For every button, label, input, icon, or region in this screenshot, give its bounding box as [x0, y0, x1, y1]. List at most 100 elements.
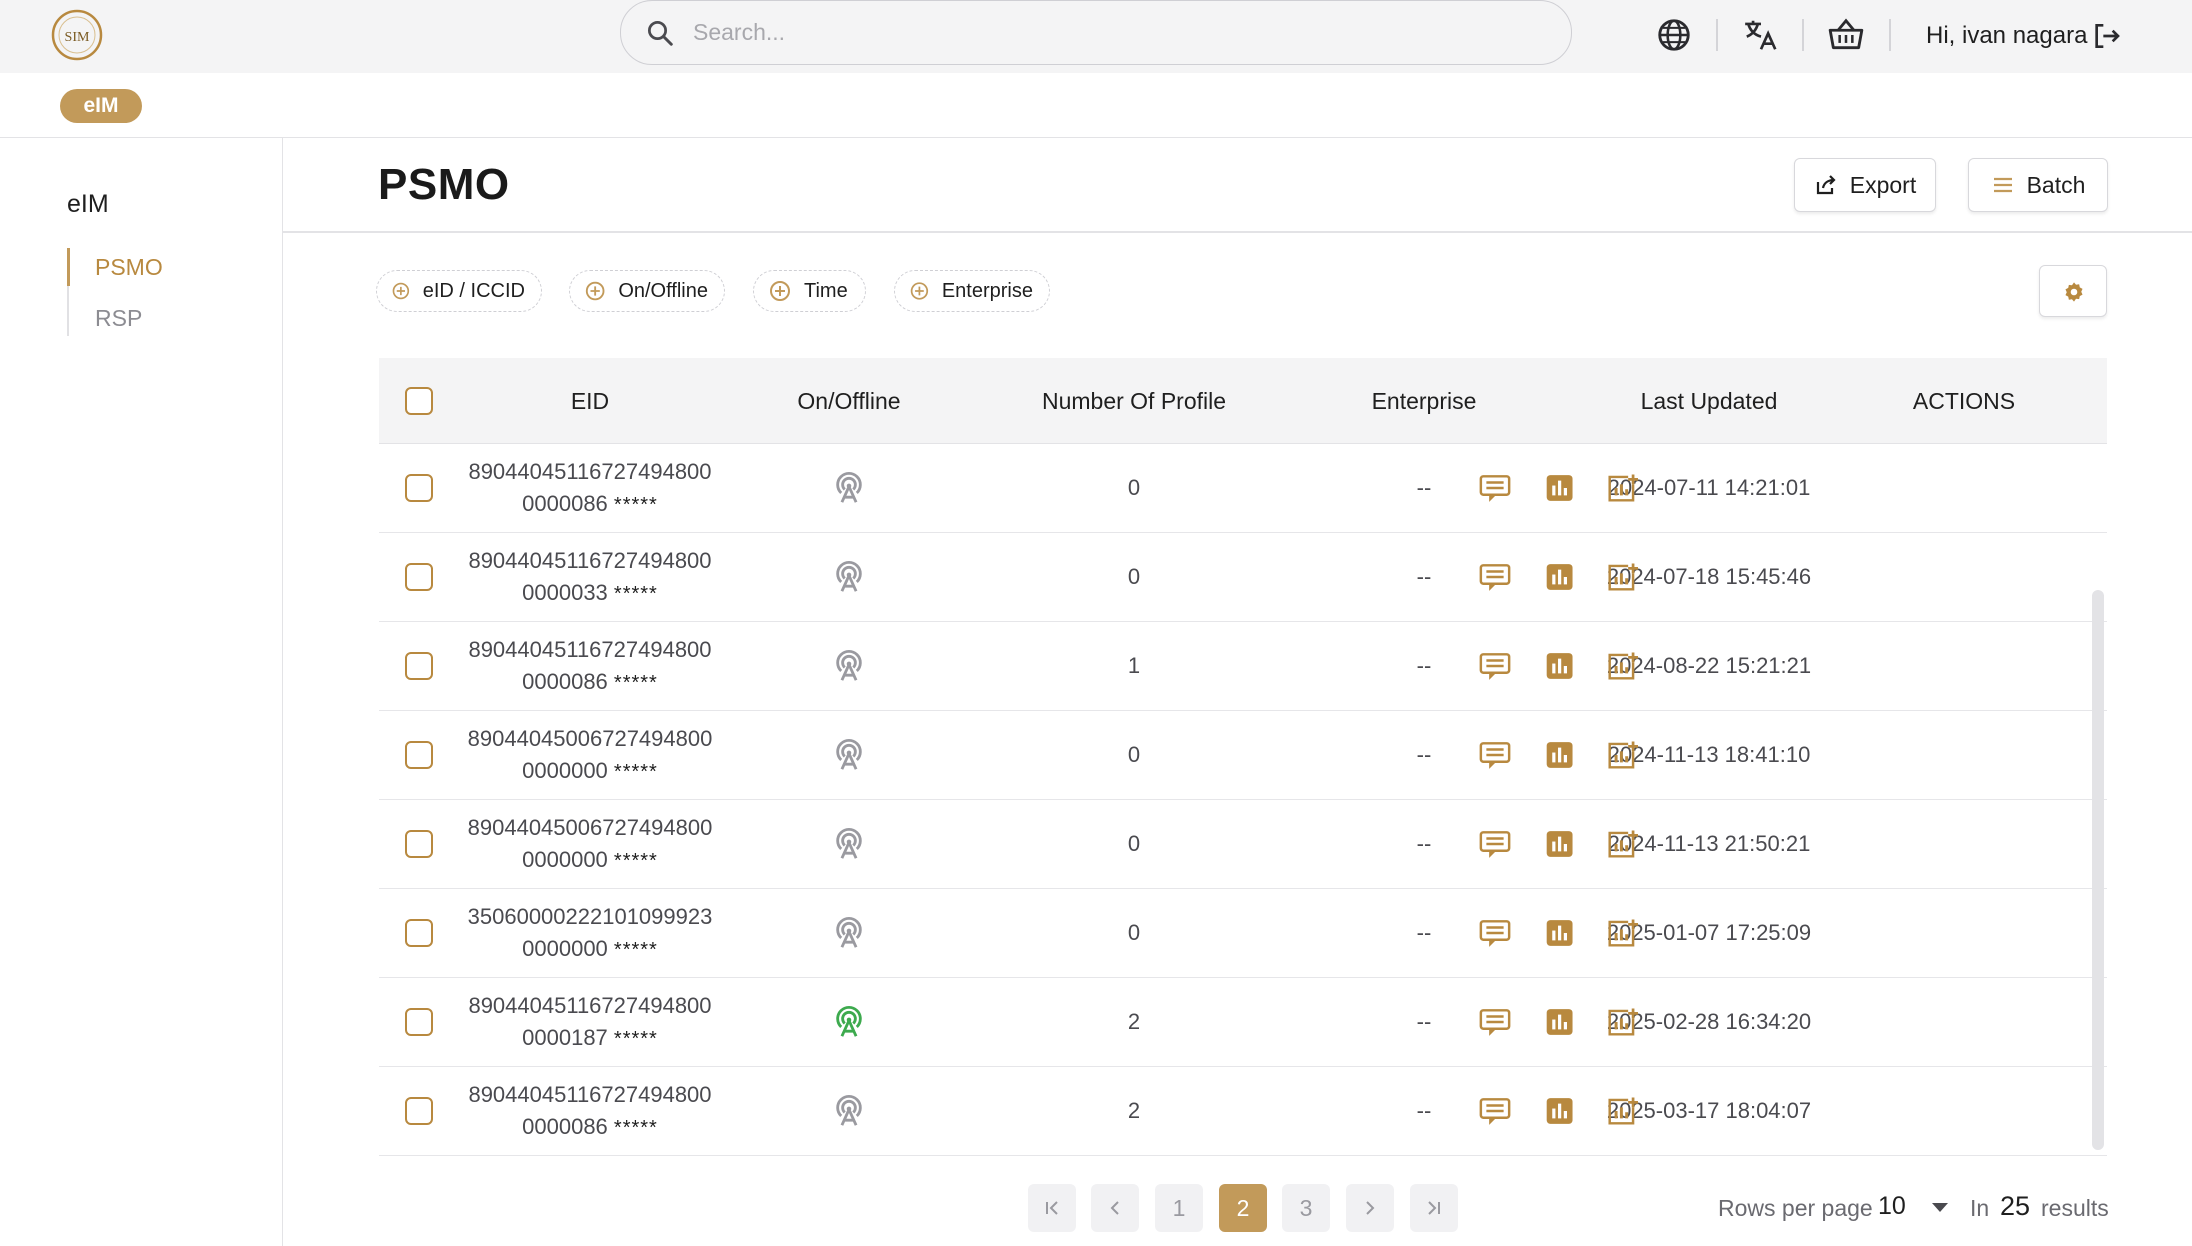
add-chart-icon[interactable]: [1606, 741, 1638, 769]
table-row[interactable]: 35060000222101099923 0000000 ***** 0 -- 2025…: [379, 889, 2107, 978]
filter-eid-iccid[interactable]: eID / ICCID: [376, 270, 542, 312]
rows-per-page-select[interactable]: 10: [1878, 1192, 1906, 1220]
eid-cell[interactable]: 89044045116727494800 0000187 *****: [451, 978, 729, 1066]
bar-chart-icon[interactable]: [1543, 652, 1575, 680]
export-button[interactable]: Export: [1794, 158, 1936, 212]
table-row[interactable]: 89044045116727494800 0000033 ***** 0 -- 2024…: [379, 533, 2107, 622]
add-chart-icon[interactable]: [1606, 652, 1638, 680]
eid-cell[interactable]: 89044045116727494800 0000086 *****: [451, 622, 729, 710]
eid-cell[interactable]: 89044045116727494800 0000086 *****: [451, 444, 729, 532]
table-row[interactable]: 89044045116727494800 0000086 ***** 1 -- 2024…: [379, 622, 2107, 711]
filter-time[interactable]: Time: [753, 270, 866, 312]
table-body: 89044045116727494800 0000086 ***** 0 -- 2024…: [379, 444, 2107, 1156]
sidebar-track: [67, 248, 69, 336]
user-greeting[interactable]: Hi, ivan nagara: [1926, 22, 2088, 49]
row-checkbox[interactable]: [405, 1097, 433, 1125]
status-cell: [749, 1067, 949, 1155]
basket-icon[interactable]: [1827, 16, 1865, 54]
prev-page-button[interactable]: [1091, 1184, 1139, 1232]
page-2-button[interactable]: 2: [1219, 1184, 1267, 1232]
eid-cell[interactable]: 89044045116727494800 0000033 *****: [451, 533, 729, 621]
rows-per-page-label: Rows per page: [1718, 1195, 1873, 1221]
page-3-button[interactable]: 3: [1282, 1184, 1330, 1232]
eim-chip[interactable]: eIM: [60, 89, 142, 123]
eid-mask: *****: [613, 938, 658, 961]
eid-cell[interactable]: 89044045116727494800 0000086 *****: [451, 1067, 729, 1155]
eid-line-1: 89044045116727494800: [468, 1081, 712, 1107]
add-chart-icon[interactable]: [1606, 474, 1638, 502]
batch-button[interactable]: Batch: [1968, 158, 2108, 212]
signal-icon: [836, 560, 862, 592]
last-page-button[interactable]: [1410, 1184, 1458, 1232]
message-icon[interactable]: [1479, 1097, 1511, 1125]
chevron-down-icon[interactable]: [1932, 1203, 1948, 1212]
prev-page-icon: [1110, 1201, 1119, 1215]
add-chart-icon[interactable]: [1606, 563, 1638, 591]
row-checkbox[interactable]: [405, 474, 433, 502]
message-icon[interactable]: [1479, 830, 1511, 858]
row-checkbox[interactable]: [405, 830, 433, 858]
select-all-checkbox[interactable]: [405, 387, 433, 415]
column-header-profiles[interactable]: Number Of Profile: [1041, 388, 1227, 414]
table-row[interactable]: 89044045116727494800 0000086 ***** 0 -- 2024…: [379, 444, 2107, 533]
enterprise-cell: --: [1416, 920, 1432, 945]
bar-chart-icon[interactable]: [1543, 741, 1575, 769]
bar-chart-icon[interactable]: [1543, 1008, 1575, 1036]
eid-mask: *****: [613, 493, 658, 516]
filter-enterprise[interactable]: Enterprise: [894, 270, 1050, 312]
message-icon[interactable]: [1479, 563, 1511, 591]
search-input[interactable]: Search...: [620, 0, 1572, 65]
column-header-enterprise[interactable]: Enterprise: [1371, 388, 1477, 414]
bar-chart-icon[interactable]: [1543, 830, 1575, 858]
bar-chart-icon[interactable]: [1543, 1097, 1575, 1125]
last-updated-cell: 2024-08-22 15:21:21: [1606, 653, 1812, 678]
settings-button[interactable]: [2039, 265, 2107, 317]
logo[interactable]: SIM: [48, 8, 106, 62]
profile-count: 2: [1127, 1009, 1141, 1034]
column-header-on-offline[interactable]: On/Offline: [797, 388, 901, 414]
sidebar-active-indicator: [67, 248, 70, 286]
message-icon[interactable]: [1479, 919, 1511, 947]
add-chart-icon[interactable]: [1606, 1008, 1638, 1036]
eid-suffix: 0000086: [522, 668, 608, 694]
bar-chart-icon[interactable]: [1543, 563, 1575, 591]
sidebar-item-psmo[interactable]: PSMO: [95, 254, 163, 280]
eid-cell[interactable]: 89044045006727494800 0000000 *****: [451, 800, 729, 888]
message-icon[interactable]: [1479, 1008, 1511, 1036]
row-checkbox[interactable]: [405, 919, 433, 947]
eid-suffix: 0000033: [522, 579, 608, 605]
next-page-button[interactable]: [1346, 1184, 1394, 1232]
export-icon: [1816, 175, 1836, 195]
profile-count: 0: [1127, 831, 1141, 856]
message-icon[interactable]: [1479, 474, 1511, 502]
table-row[interactable]: 89044045006727494800 0000000 ***** 0 -- 2024…: [379, 711, 2107, 800]
column-header-eid[interactable]: EID: [570, 388, 610, 414]
translate-icon[interactable]: [1742, 16, 1780, 54]
first-page-button[interactable]: [1028, 1184, 1076, 1232]
table-row[interactable]: 89044045006727494800 0000000 ***** 0 -- 2024…: [379, 800, 2107, 889]
sidebar-item-rsp[interactable]: RSP: [95, 305, 143, 331]
bar-chart-icon[interactable]: [1543, 474, 1575, 502]
page-1-button[interactable]: 1: [1155, 1184, 1203, 1232]
table-scrollbar[interactable]: [2092, 590, 2104, 1150]
table-row[interactable]: 89044045116727494800 0000187 ***** 2 -- 2025…: [379, 978, 2107, 1067]
eid-cell[interactable]: 89044045006727494800 0000000 *****: [451, 711, 729, 799]
row-checkbox[interactable]: [405, 741, 433, 769]
message-icon[interactable]: [1479, 652, 1511, 680]
signal-icon: [836, 1094, 862, 1126]
row-checkbox[interactable]: [405, 563, 433, 591]
row-checkbox[interactable]: [405, 1008, 433, 1036]
filter-on-offline[interactable]: On/Offline: [569, 270, 725, 312]
bar-chart-icon[interactable]: [1543, 919, 1575, 947]
table-header: EID On/Offline Number Of Profile Enterpr…: [379, 358, 2107, 444]
add-chart-icon[interactable]: [1606, 1097, 1638, 1125]
add-chart-icon[interactable]: [1606, 919, 1638, 947]
eid-cell[interactable]: 35060000222101099923 0000000 *****: [451, 889, 729, 977]
message-icon[interactable]: [1479, 741, 1511, 769]
column-header-last-updated[interactable]: Last Updated: [1640, 388, 1778, 414]
add-chart-icon[interactable]: [1606, 830, 1638, 858]
logout-icon[interactable]: [2090, 20, 2122, 52]
globe-icon[interactable]: [1655, 16, 1693, 54]
table-row[interactable]: 89044045116727494800 0000086 ***** 2 -- 2025…: [379, 1067, 2107, 1156]
row-checkbox[interactable]: [405, 652, 433, 680]
